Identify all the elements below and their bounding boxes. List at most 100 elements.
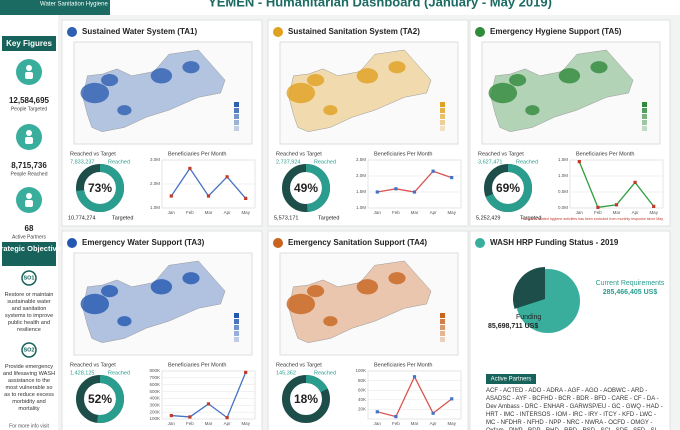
panel-icon bbox=[67, 27, 77, 37]
map-legend-swatch bbox=[234, 108, 239, 113]
reached-text: Reached bbox=[314, 370, 336, 376]
dashboard-title: YEMEN - Humanitarian Dashboard (January … bbox=[208, 0, 552, 9]
donut-arc bbox=[305, 375, 328, 393]
donut-arc bbox=[485, 164, 532, 212]
objective-text: Provide emergency and lifesaving WASH as… bbox=[2, 364, 56, 412]
x-tick-label: Jan bbox=[374, 421, 382, 426]
header-bar bbox=[0, 0, 680, 15]
map-legend-swatch bbox=[234, 126, 239, 131]
map-district bbox=[307, 284, 325, 298]
map-district bbox=[117, 316, 132, 327]
map-legend-swatch bbox=[440, 108, 445, 113]
map-legend-swatch bbox=[234, 319, 239, 324]
panel-title: Emergency Sanitation Support (TA4) bbox=[288, 238, 427, 247]
map-district bbox=[525, 105, 540, 116]
map-legend-swatch bbox=[642, 108, 647, 113]
reached-value: 1,428,125 bbox=[70, 370, 94, 376]
objective-code: SO2 bbox=[23, 347, 34, 353]
plot-area bbox=[367, 370, 462, 420]
map-district bbox=[80, 82, 110, 104]
figure-value: 12,584,695 bbox=[9, 96, 50, 105]
donut-label: 52% bbox=[88, 392, 112, 406]
map-district bbox=[286, 293, 316, 315]
objectives-box bbox=[2, 242, 56, 266]
x-tick-label: Feb bbox=[594, 210, 602, 215]
x-tick-label: Apr bbox=[224, 421, 232, 426]
panel-icon bbox=[67, 238, 77, 248]
y-tick-label: 100K bbox=[149, 416, 160, 421]
reached-value: 7,833,237 bbox=[70, 159, 94, 165]
map-legend-swatch bbox=[234, 114, 239, 119]
chart-note: * Cholera related hygiene activities has… bbox=[522, 217, 663, 221]
donut-label: 69% bbox=[496, 181, 520, 195]
panel bbox=[469, 230, 671, 430]
data-point bbox=[614, 203, 619, 207]
data-point bbox=[577, 160, 581, 164]
map-district bbox=[388, 272, 406, 285]
data-point bbox=[652, 204, 656, 208]
objective-text: Restore or maintain sustainable water an… bbox=[4, 292, 54, 333]
map-district bbox=[323, 105, 338, 116]
panel-icon bbox=[475, 27, 485, 37]
panel-title: Sustained Water System (TA1) bbox=[82, 27, 197, 36]
map-legend-swatch bbox=[440, 102, 445, 107]
x-tick-label: May bbox=[649, 210, 658, 215]
x-tick-label: Feb bbox=[392, 210, 400, 215]
plot-area bbox=[367, 159, 462, 209]
y-tick-label: 1.5M bbox=[558, 157, 568, 162]
panel-icon bbox=[273, 27, 283, 37]
map-legend-swatch bbox=[440, 325, 445, 330]
y-tick-label: 100K bbox=[355, 368, 366, 373]
panel-title: Emergency Hygiene Support (TA5) bbox=[490, 27, 622, 36]
figure-value: 68 bbox=[25, 224, 34, 233]
y-tick-label: 1.5M bbox=[356, 189, 366, 194]
y-tick-label: 20K bbox=[358, 407, 366, 412]
map-district bbox=[388, 61, 406, 74]
map-legend-swatch bbox=[440, 114, 445, 119]
map-district bbox=[182, 272, 200, 285]
data-point bbox=[225, 175, 229, 179]
targeted-value: 10,774,274 bbox=[68, 215, 96, 221]
figure-icon-body bbox=[25, 200, 33, 207]
y-tick-label: 0.5M bbox=[558, 189, 568, 194]
y-tick-label: 300K bbox=[149, 402, 160, 407]
partners-title-box bbox=[486, 374, 536, 384]
map-district bbox=[509, 73, 527, 87]
map-legend-swatch bbox=[642, 114, 647, 119]
y-tick-label: 80K bbox=[358, 378, 366, 383]
objective-badge bbox=[21, 270, 37, 286]
y-tick-label: 1.0M bbox=[150, 205, 160, 210]
figure-label: People Reached bbox=[11, 171, 48, 177]
data-point bbox=[225, 416, 229, 420]
map-district bbox=[117, 105, 132, 116]
y-tick-label: 2.0M bbox=[356, 173, 366, 178]
targeted-text: Targeted bbox=[112, 215, 133, 221]
x-tick-label: Jan bbox=[168, 210, 176, 215]
map-district bbox=[286, 82, 316, 104]
figure-icon-head bbox=[26, 65, 32, 71]
panel-title: Emergency Water Support (TA3) bbox=[82, 238, 205, 247]
map-district bbox=[356, 68, 379, 84]
figure-icon-head bbox=[26, 130, 32, 136]
data-point bbox=[375, 190, 379, 194]
x-tick-label: Apr bbox=[430, 421, 438, 426]
objective-code: SO1 bbox=[23, 275, 34, 281]
data-point bbox=[375, 410, 379, 414]
x-tick-label: Mar bbox=[411, 421, 419, 426]
data-point bbox=[431, 411, 435, 415]
partners-title: Active Partners bbox=[491, 377, 532, 383]
targeted-text: Targeted bbox=[520, 215, 541, 221]
y-tick-label: 1.0M bbox=[356, 205, 366, 210]
data-point bbox=[188, 166, 192, 170]
map-district bbox=[150, 279, 173, 295]
x-tick-label: May bbox=[241, 421, 250, 426]
donut-label: 18% bbox=[294, 392, 318, 406]
pie-slice bbox=[513, 267, 545, 309]
map-legend-swatch bbox=[440, 313, 445, 318]
data-point bbox=[169, 194, 173, 198]
logo-box bbox=[0, 0, 110, 15]
map-legend-swatch bbox=[642, 102, 647, 107]
value-label: 85,698,711 US$ bbox=[488, 323, 538, 330]
map-district bbox=[356, 279, 379, 295]
x-tick-label: Jan bbox=[576, 210, 584, 215]
